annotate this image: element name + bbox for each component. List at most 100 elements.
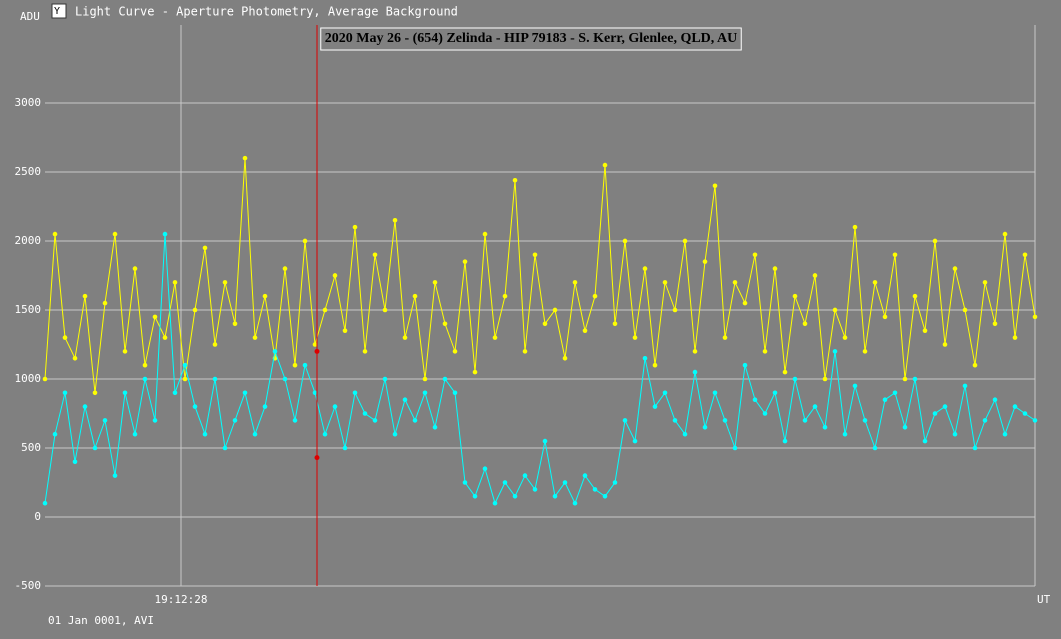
data-point xyxy=(292,418,298,423)
data-point xyxy=(952,431,958,437)
y-tick-label: 500 xyxy=(21,441,41,454)
data-point xyxy=(292,362,298,368)
data-point xyxy=(132,431,138,437)
data-point xyxy=(892,390,898,396)
data-point xyxy=(202,431,208,437)
y-tick-label: 1000 xyxy=(15,372,42,385)
data-point xyxy=(662,390,668,396)
data-point xyxy=(242,390,248,396)
data-point xyxy=(452,390,458,396)
data-point xyxy=(852,224,858,230)
data-point xyxy=(232,321,238,327)
data-point xyxy=(1012,335,1018,340)
data-point xyxy=(462,480,468,485)
data-point xyxy=(522,349,528,354)
data-point xyxy=(822,376,828,382)
data-point xyxy=(412,293,418,299)
data-point xyxy=(1022,252,1028,258)
data-point xyxy=(902,376,908,382)
data-point xyxy=(482,231,488,237)
data-point xyxy=(112,231,118,237)
data-point xyxy=(962,307,968,313)
data-point xyxy=(652,404,658,409)
data-point xyxy=(612,321,618,327)
data-point xyxy=(422,376,428,382)
data-point xyxy=(182,376,188,382)
data-point xyxy=(872,280,878,285)
data-point xyxy=(202,245,208,251)
data-point xyxy=(472,369,478,375)
data-point xyxy=(722,335,728,340)
data-point xyxy=(872,445,878,451)
data-point xyxy=(152,418,158,423)
y-tick-label: 2500 xyxy=(15,165,42,178)
data-point xyxy=(742,300,748,306)
data-point xyxy=(122,390,128,396)
data-point xyxy=(62,335,68,340)
data-point xyxy=(602,493,608,499)
data-point xyxy=(572,500,578,506)
data-point xyxy=(322,307,328,313)
data-point xyxy=(102,418,108,423)
data-point xyxy=(852,383,858,389)
data-point xyxy=(592,293,598,299)
data-point xyxy=(642,355,648,361)
data-point xyxy=(692,369,698,375)
cursor-marker xyxy=(314,455,320,461)
data-point xyxy=(912,376,918,382)
data-point xyxy=(422,390,428,396)
data-point xyxy=(382,376,388,382)
data-point xyxy=(172,280,178,285)
data-point xyxy=(372,252,378,258)
data-point xyxy=(42,500,48,506)
data-point xyxy=(992,321,998,327)
data-point xyxy=(542,438,548,444)
app-icon xyxy=(51,3,67,19)
data-point xyxy=(712,390,718,396)
data-point xyxy=(512,177,518,183)
data-point xyxy=(452,349,458,354)
data-point xyxy=(42,376,48,382)
data-point xyxy=(532,252,538,258)
data-point xyxy=(932,411,938,416)
app-icon-glyph: Y xyxy=(54,6,60,17)
data-point xyxy=(122,349,128,354)
data-point xyxy=(342,328,348,333)
data-point xyxy=(62,390,68,396)
data-point xyxy=(832,349,838,354)
data-point xyxy=(762,349,768,354)
data-point xyxy=(952,266,958,271)
data-point xyxy=(922,438,928,444)
data-point xyxy=(962,383,968,389)
data-point xyxy=(702,259,708,264)
data-point xyxy=(642,266,648,271)
data-point xyxy=(272,349,278,354)
x-tick-label: 19:12:28 xyxy=(155,593,208,606)
data-point xyxy=(932,238,938,244)
data-point xyxy=(142,376,148,382)
data-point xyxy=(212,376,218,382)
data-point xyxy=(282,376,288,382)
data-point xyxy=(882,314,888,320)
data-point xyxy=(672,418,678,423)
data-point xyxy=(882,397,888,402)
data-point xyxy=(262,404,268,409)
data-point xyxy=(352,390,358,396)
data-point xyxy=(1032,418,1038,423)
data-point xyxy=(632,438,638,444)
data-point xyxy=(562,480,568,485)
data-point xyxy=(522,473,528,478)
data-point xyxy=(512,493,518,499)
data-point xyxy=(82,404,88,409)
data-point xyxy=(552,493,558,499)
data-point xyxy=(232,418,238,423)
data-point xyxy=(92,445,98,451)
data-point xyxy=(972,445,978,451)
data-point xyxy=(102,300,108,306)
data-point xyxy=(712,183,718,189)
data-point xyxy=(312,390,318,396)
data-point xyxy=(52,431,58,437)
data-point xyxy=(722,418,728,423)
data-point xyxy=(152,314,158,320)
